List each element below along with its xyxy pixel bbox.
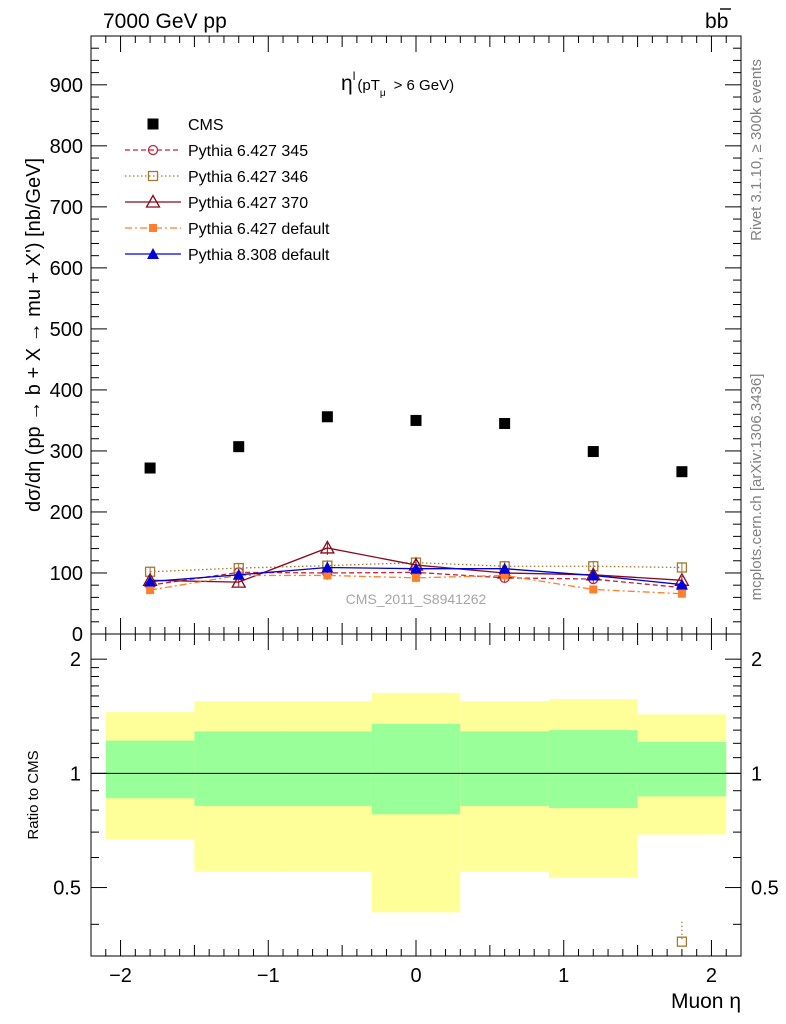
stat-band-6	[637, 741, 727, 797]
legend-marker	[147, 170, 159, 182]
stat-band-3	[371, 723, 461, 815]
ratio-y-tick-label-right: 2	[751, 649, 762, 671]
process-b: b	[705, 10, 717, 33]
legend-marker	[147, 144, 159, 156]
data-point	[410, 414, 422, 426]
legend-marker	[149, 224, 157, 232]
data-point	[232, 568, 245, 580]
series-5	[144, 561, 688, 590]
data-point	[144, 462, 156, 474]
main-y-tick-label: 400	[50, 380, 83, 402]
main-y-tick-label: 700	[50, 197, 83, 219]
axis-tick-labels: 0 100 200 300 400 500 600 700 800 900 −2 −1 0 1 2 0.5 0.…	[50, 75, 779, 987]
ratio-y-tick-label-right: 1	[751, 763, 762, 785]
data-point	[412, 573, 420, 582]
data-point	[587, 446, 599, 458]
stat-band-2	[283, 731, 372, 807]
legend-label: Pythia 6.427 346	[188, 169, 308, 186]
main-series	[142, 411, 690, 598]
main-y-tick-label: 600	[50, 258, 83, 280]
rivet-label: Rivet 3.1.10, ≥ 300k events	[748, 59, 765, 241]
legend-item-2: Pythia 6.427 346	[125, 169, 308, 186]
main-y-tick-label: 500	[50, 319, 83, 341]
legend-label: CMS	[188, 117, 224, 134]
data-point	[587, 569, 600, 581]
process-label: bb	[705, 10, 728, 33]
data-point	[323, 571, 332, 580]
ratio-y-tick-label: 0.5	[53, 878, 81, 900]
data-point	[499, 417, 511, 429]
data-point	[675, 578, 688, 590]
x-tick-label: −2	[109, 965, 132, 987]
legend-item-0: CMS	[147, 117, 224, 134]
legend-item-4: Pythia 6.427 default	[125, 221, 330, 238]
legend-item-5: Pythia 8.308 default	[125, 247, 330, 264]
ratio-y-tick-label: 2	[70, 649, 81, 671]
data-point	[146, 586, 155, 595]
data-point	[676, 466, 688, 478]
legend-label: Pythia 6.427 345	[188, 143, 308, 160]
x-axis-label: Muon η	[671, 990, 741, 1013]
legend-label: Pythia 6.427 default	[188, 221, 330, 238]
x-tick-label: 0	[410, 965, 421, 987]
ratio-data-point	[676, 936, 688, 947]
stat-band-0	[105, 740, 195, 799]
x-tick-label: −1	[257, 965, 280, 987]
stat-band-1	[194, 731, 284, 807]
plot-title: ηl(pTμ > 6 GeV)	[341, 69, 454, 99]
main-y-tick-label: 800	[50, 136, 83, 158]
energy-label: 7000 GeV pp	[103, 10, 227, 33]
ratio-y-tick-label-right: 0.5	[751, 878, 779, 900]
main-y-tick-label: 200	[50, 502, 83, 524]
legend: CMS Pythia 6.427 345 Pythia 6.427 346 Pythi…	[125, 117, 330, 264]
main-y-tick-label: 900	[50, 75, 83, 97]
axis-ticks	[90, 36, 742, 956]
data-point	[500, 571, 509, 580]
mcplots-label: mcplots.cern.ch [arXiv:1306.3436]	[748, 374, 765, 601]
legend-marker	[147, 118, 159, 130]
data-point	[498, 562, 511, 574]
data-point	[233, 441, 245, 453]
ratio-markers	[676, 921, 688, 947]
data-point	[589, 585, 598, 594]
x-tick-label: 1	[558, 965, 569, 987]
data-point	[319, 540, 335, 554]
stat-band-4	[460, 731, 549, 807]
x-tick-label: 2	[706, 965, 717, 987]
legend-label: Pythia 6.427 370	[188, 195, 308, 212]
legend-marker	[147, 248, 159, 259]
data-point	[231, 574, 247, 588]
data-point	[677, 589, 686, 598]
main-y-axis-label: dσ/dη (pp → b + X → mu + X') [nb/GeV]	[23, 158, 45, 512]
main-y-tick-label: 100	[50, 563, 83, 585]
legend-marker	[145, 194, 161, 208]
data-point	[321, 411, 333, 423]
data-point	[410, 562, 422, 574]
ratio-bands	[105, 692, 727, 913]
legend-item-1: Pythia 6.427 345	[125, 143, 308, 160]
analysis-watermark: CMS_2011_S8941262	[346, 591, 487, 607]
main-y-tick-label: 0	[72, 624, 83, 646]
data-point	[321, 561, 334, 573]
main-y-tick-label: 300	[50, 441, 83, 463]
legend-label: Pythia 8.308 default	[188, 247, 330, 264]
series-0	[144, 411, 688, 478]
legend-item-3: Pythia 6.427 370	[125, 194, 308, 212]
data-point	[676, 562, 688, 573]
stat-band-5	[548, 730, 638, 809]
ratio-y-tick-label: 1	[70, 763, 81, 785]
process-bbar: b	[717, 10, 729, 33]
data-point	[144, 575, 157, 587]
ratio-y-axis-label: Ratio to CMS	[25, 750, 42, 839]
